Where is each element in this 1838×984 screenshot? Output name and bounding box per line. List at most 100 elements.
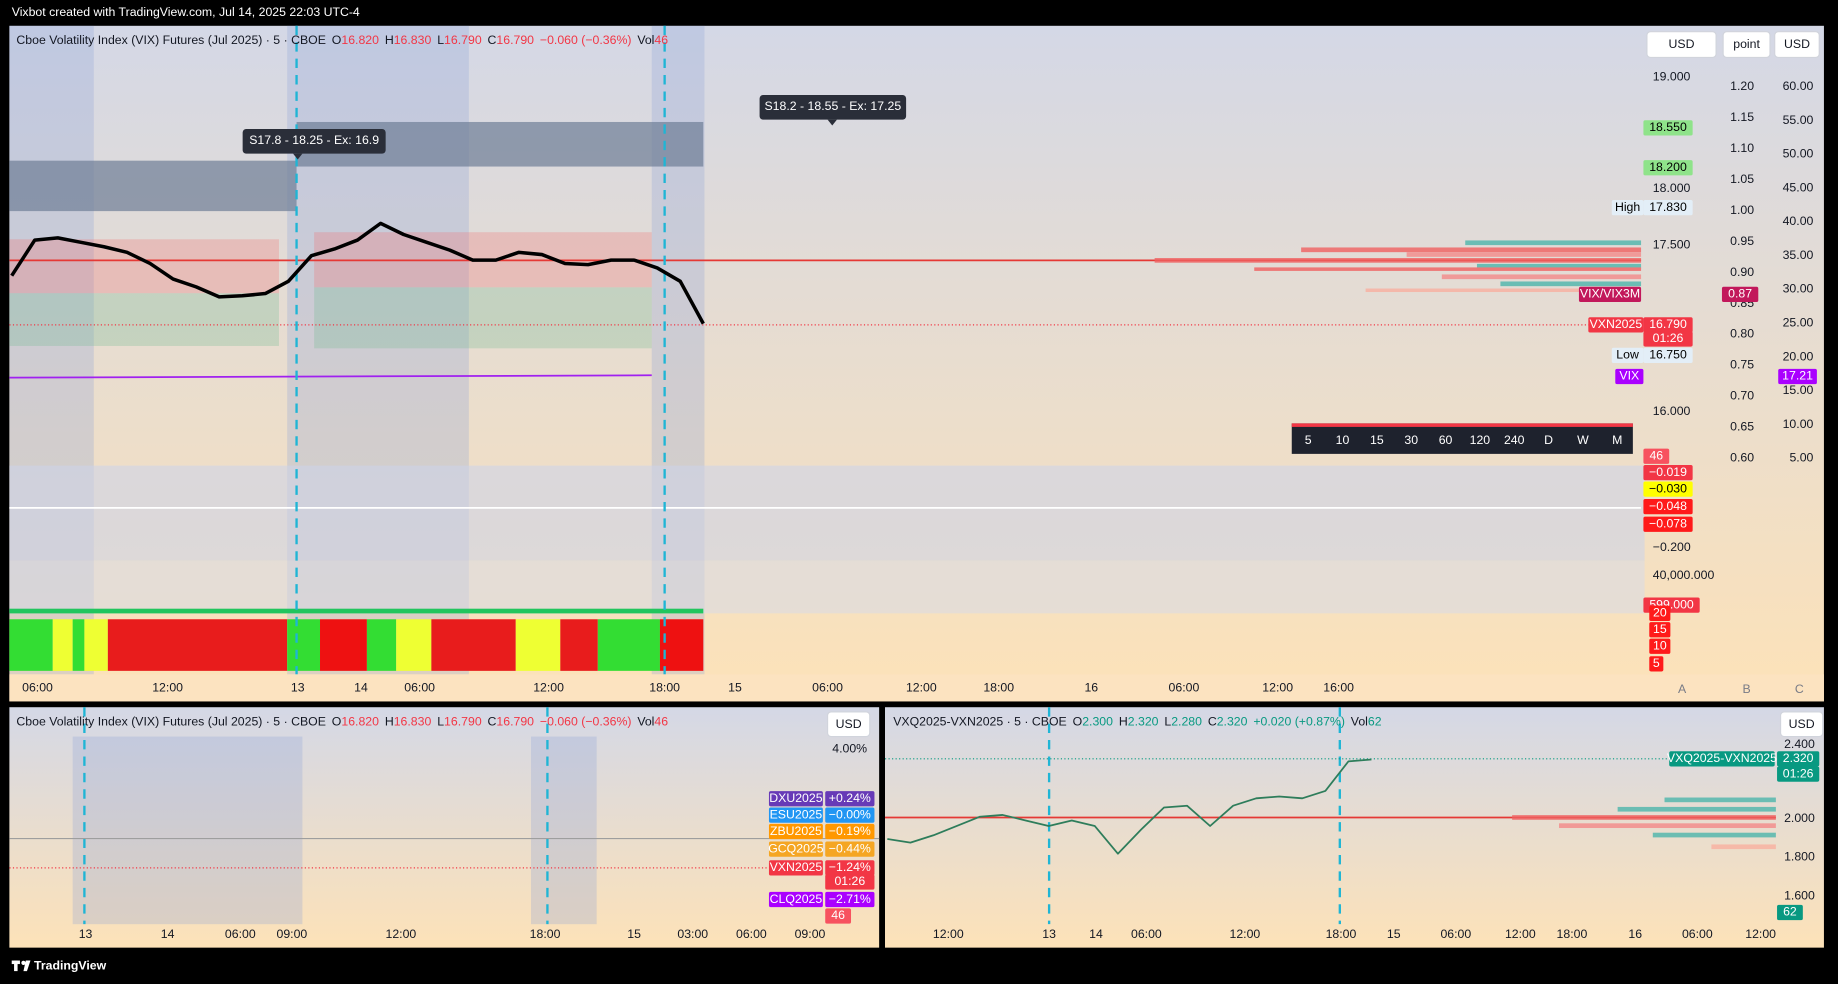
price-tag: −0.019 <box>1649 465 1687 479</box>
interval-button[interactable]: 5 <box>1305 433 1312 447</box>
button[interactable]: USD <box>1784 37 1810 51</box>
time-axis-label: 12:00 <box>933 927 964 941</box>
button[interactable]: USD <box>836 717 862 731</box>
volume-value: 46 <box>654 33 668 47</box>
time-axis-label: 06:00 <box>812 681 843 695</box>
time-axis-label: 16 <box>1084 681 1098 695</box>
ohlc-label: C <box>488 33 497 47</box>
volume-tag-bg <box>1777 904 1803 921</box>
ohlc-label: H <box>1119 715 1128 729</box>
button[interactable]: USD <box>1669 37 1695 51</box>
volume-pane <box>9 560 1645 614</box>
footer-logo <box>11 960 31 972</box>
series-value: −0.19% <box>829 824 871 838</box>
price-tag-bg <box>1643 199 1693 216</box>
series-value-bg <box>825 841 875 857</box>
price-tag: 15 <box>1653 622 1667 636</box>
time-axis-label: 13 <box>1042 927 1056 941</box>
pane-label: C <box>1795 682 1804 696</box>
interval-button[interactable]: 30 <box>1404 433 1418 447</box>
price-axis-label: 19.000 <box>1653 70 1691 84</box>
interval-button[interactable]: M <box>1612 433 1622 447</box>
price-tag: 17.830 <box>1649 200 1687 214</box>
button-bg[interactable] <box>1722 31 1771 59</box>
price-tag: 18.200 <box>1649 160 1687 174</box>
spread-profile <box>1512 797 1776 850</box>
button-bg[interactable] <box>1646 31 1717 59</box>
button[interactable]: USD <box>1789 717 1815 731</box>
series-tag-bg <box>768 791 823 807</box>
ratio-axis-label: 1.00 <box>1730 203 1754 217</box>
interval-button[interactable]: 60 <box>1439 433 1453 447</box>
ohlc-value: 2.300 <box>1082 715 1113 729</box>
volume-value: 46 <box>654 715 668 729</box>
time-axis-label: 12:00 <box>1505 927 1536 941</box>
time-axis-label: 13 <box>79 927 93 941</box>
ratio-axis-label: 0.90 <box>1730 265 1754 279</box>
ohlc-value: 2.320 <box>1217 715 1248 729</box>
interval-button[interactable]: D <box>1544 433 1553 447</box>
vix-line <box>9 374 652 379</box>
ohlc-label: O <box>332 715 342 729</box>
interval-button[interactable]: 120 <box>1470 433 1491 447</box>
legend: Cboe Volatility Index (VIX) Futures (Jul… <box>16 715 668 729</box>
button-bg[interactable] <box>826 711 871 738</box>
price-tag-bg <box>1643 516 1693 532</box>
ohlc-label: L <box>1164 715 1171 729</box>
time-axis-label: 18:00 <box>1557 927 1588 941</box>
time-axis-label: 06:00 <box>225 927 256 941</box>
interval-button[interactable]: 10 <box>1336 433 1350 447</box>
ratio-axis-label: 1.15 <box>1730 110 1754 124</box>
time-axis-label: 14 <box>1089 927 1103 941</box>
price-line <box>10 221 705 325</box>
ohlc-label: L <box>437 715 444 729</box>
price-tag-bg <box>1643 160 1693 176</box>
series-tag: ZBU2025 <box>770 824 822 838</box>
interval-bar <box>1291 423 1633 454</box>
interval-button[interactable]: 240 <box>1504 433 1525 447</box>
pane-label: B <box>1742 682 1750 696</box>
ohlc-value: 16.790 <box>496 33 534 47</box>
price-tag: 16.750 <box>1649 348 1687 362</box>
price-tag-bg <box>1721 286 1759 303</box>
price-axis-label: 40,000.000 <box>1653 568 1715 582</box>
volume-strip <box>9 608 704 614</box>
series-tag: VXN2025 <box>770 860 823 874</box>
percent-axis-label: 15.00 <box>1783 383 1814 397</box>
time-axis-label: 18:00 <box>983 681 1014 695</box>
series-tag-bg <box>768 841 823 857</box>
ohlc-label: O <box>332 33 342 47</box>
percent-axis-label: 40.00 <box>1783 214 1814 228</box>
time-axis-label: 12:00 <box>533 681 564 695</box>
interval-button[interactable]: W <box>1577 433 1589 447</box>
price-tag-bg <box>1643 331 1693 347</box>
price-tag: 17.21 <box>1782 369 1813 383</box>
annotation: S18.2 - 18.55 - Ex: 17.25 <box>764 99 901 113</box>
price-tag: 18.550 <box>1649 120 1687 134</box>
percent-axis-label: 5.00 <box>1789 451 1813 465</box>
button-bg[interactable] <box>1774 31 1820 59</box>
button-bg[interactable] <box>1779 711 1824 738</box>
volume-tag: 46 <box>831 908 845 922</box>
time-axis-label: 12:00 <box>906 681 937 695</box>
price-axis-label: 17.500 <box>1653 237 1691 251</box>
ohlc-label: H <box>385 715 394 729</box>
price-tag: 5 <box>1653 656 1660 670</box>
signal-strip <box>9 619 704 671</box>
price-tag-bg <box>1643 448 1670 464</box>
price-tag: Low <box>1616 348 1639 362</box>
button[interactable]: point <box>1733 37 1760 51</box>
percent-axis-label: 50.00 <box>1783 147 1814 161</box>
interval-button[interactable]: 15 <box>1370 433 1384 447</box>
series-value: −0.00% <box>829 807 871 821</box>
symbol: Cboe Volatility Index (VIX) Futures (Jul… <box>16 715 326 729</box>
volume-tag: 62 <box>1783 905 1797 919</box>
caption: Vixbot created with TradingView.com, Jul… <box>12 5 360 19</box>
series-value: +0.24% <box>829 791 871 805</box>
time-axis-label: 18:00 <box>1326 927 1357 941</box>
legend: VXQ2025-VXN2025 · 5 · CBOE O2.300 H2.320 L2… <box>893 715 1382 729</box>
axis-label: 1.800 <box>1784 850 1815 864</box>
series-tag-bg <box>1669 751 1775 767</box>
ohlc-label: H <box>385 33 394 47</box>
